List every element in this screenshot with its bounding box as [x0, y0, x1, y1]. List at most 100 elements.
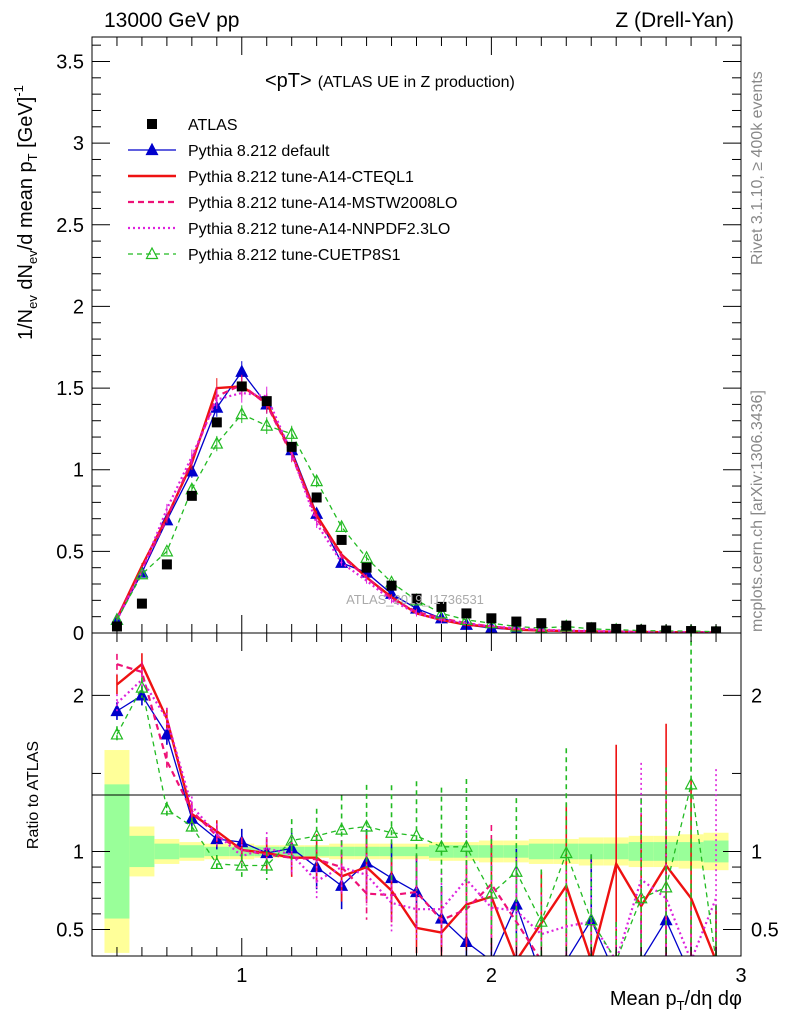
legend-label-default: Pythia 8.212 default	[188, 143, 330, 160]
main-point-cuetp8s1	[210, 436, 224, 449]
main-point-atlas	[411, 593, 422, 604]
main-point-cuetp8s1	[360, 550, 374, 563]
y-tick-label: 2.5	[56, 215, 84, 237]
ratio-band-inner	[578, 843, 604, 860]
rivet-version-label: Rivet 3.1.10, ≥ 400k events	[749, 71, 766, 265]
legend-item-cteql1: Pythia 8.212 tune-A14-CTEQL1	[128, 169, 414, 186]
main-point-atlas	[236, 381, 247, 392]
main-point-cuetp8s1	[335, 519, 349, 532]
ratio-point-cuetp8s1	[185, 819, 199, 832]
ratio-axis-ticks: 0.5 0.5 1 1 2 2 1 2 3	[56, 633, 779, 987]
main-point-atlas	[161, 559, 172, 570]
y-tick-label: 0.5	[56, 541, 84, 563]
main-point-cuetp8s1	[285, 426, 299, 439]
main-point-cuetp8s1	[260, 418, 274, 431]
ratio-uncertainty-bands	[104, 750, 729, 953]
legend: ATLAS Pythia 8.212 default Pythia 8.212 tu…	[128, 117, 457, 264]
ratio-band-inner	[129, 835, 155, 868]
main-point-atlas	[261, 396, 272, 407]
y-tick-label: 2	[73, 296, 84, 318]
ratio-point-cuetp8s1	[410, 828, 423, 841]
ratio-point-cuetp8s1	[360, 819, 374, 832]
legend-marker-cuetp8s1	[145, 246, 159, 260]
y-tick-label: 3	[73, 133, 84, 155]
header-right-title: Z (Drell-Yan)	[615, 9, 734, 32]
legend-item-mstw: Pythia 8.212 tune-A14-MSTW2008LO	[128, 195, 457, 212]
legend-item-data: ATLAS	[147, 117, 238, 134]
main-point-cuetp8s1	[160, 544, 174, 557]
ratio-point-cuetp8s1	[509, 864, 523, 877]
ratio-point-cuetp8s1	[634, 890, 648, 904]
ratio-point-default	[611, 970, 622, 981]
ratio-y-axis-label: Ratio to ATLAS	[25, 741, 42, 849]
legend-label-mstw: Pythia 8.212 tune-A14-MSTW2008LO	[188, 195, 457, 212]
ratio-band-inner	[204, 846, 230, 857]
legend-item-default: Pythia 8.212 default	[128, 142, 330, 160]
main-point-atlas	[461, 608, 472, 619]
ratio-band-inner	[179, 845, 205, 858]
ratio-band-inner	[154, 843, 180, 860]
y-tick-label: 0	[73, 623, 84, 645]
ratio-y-tick-label: 1	[73, 841, 84, 863]
legend-marker-default	[145, 142, 159, 156]
main-point-cuetp8s1	[434, 606, 448, 619]
main-point-cuetp8s1	[310, 473, 324, 487]
main-point-atlas	[511, 616, 522, 627]
ratio-point-cuetp8s1	[684, 777, 698, 790]
ratio-point-cuetp8s1	[310, 828, 324, 841]
ratio-series-layer	[110, 633, 718, 981]
ratio-point-default	[536, 970, 547, 981]
main-point-atlas	[336, 534, 347, 545]
plot-title: <pT> (ATLAS UE in Z production)	[265, 70, 515, 92]
legend-label-nnpdf: Pythia 8.212 tune-A14-NNPDF2.3LO	[188, 221, 450, 238]
ratio-point-cuetp8s1	[459, 839, 473, 852]
ratio-y-tick-label-right: 1	[751, 841, 762, 863]
main-point-atlas	[436, 601, 447, 612]
ratio-point-default	[686, 970, 697, 981]
ratio-point-cuetp8s1	[584, 912, 598, 926]
legend-item-cuetp8s1: Pythia 8.212 tune-CUETP8S1	[128, 246, 401, 264]
plot-title-main: <pT>	[265, 70, 312, 92]
x-tick-label: 3	[735, 965, 746, 987]
main-point-atlas	[386, 580, 397, 591]
mcplots-label: mcplots.cern.ch [arXiv:1306.3436]	[749, 390, 766, 632]
ratio-point-cuetp8s1	[210, 856, 224, 870]
legend-label-data: ATLAS	[188, 117, 238, 134]
ratio-line-cuetp8s1	[116, 685, 716, 956]
main-point-atlas	[536, 618, 547, 629]
ratio-point-cuetp8s1	[160, 802, 174, 815]
ratio-point-cuetp8s1	[534, 914, 548, 927]
ratio-band-inner	[404, 846, 429, 857]
legend-label-cuetp8s1: Pythia 8.212 tune-CUETP8S1	[188, 247, 401, 264]
y-tick-label: 3.5	[56, 51, 84, 73]
ratio-point-cuetp8s1	[235, 858, 249, 871]
ratio-point-cuetp8s1	[260, 858, 274, 871]
y-tick-label: 1	[73, 460, 84, 482]
ratio-point-cuetp8s1	[135, 680, 149, 693]
x-axis-label: Mean pT/dη dφ	[610, 988, 742, 1013]
ratio-point-cuetp8s1	[484, 886, 498, 899]
main-axis-ticks: 0 0.5 1 1.5 2 2.5 3 3.5	[56, 37, 741, 645]
legend-marker-atlas	[147, 119, 157, 129]
main-point-default	[235, 364, 249, 377]
ratio-band-inner	[528, 843, 554, 860]
ratio-point-default	[135, 688, 149, 701]
ratio-point-cuetp8s1	[434, 839, 448, 852]
main-y-axis-label: 1/Nev dNev/d mean pT [GeV]-1	[11, 85, 40, 340]
legend-item-nnpdf: Pythia 8.212 tune-A14-NNPDF2.3LO	[128, 221, 450, 238]
x-tick-label: 1	[236, 965, 247, 987]
main-point-atlas	[136, 598, 147, 609]
ratio-y-tick-label: 2	[73, 685, 84, 707]
ratio-point-cuetp8s1	[285, 833, 299, 846]
analysis-watermark: ATLAS_2019_I1736531	[346, 592, 484, 607]
y-tick-label: 1.5	[56, 378, 84, 400]
ratio-point-cuetp8s1	[110, 727, 124, 740]
main-point-atlas	[286, 441, 297, 452]
main-point-atlas	[186, 490, 197, 501]
main-point-cuetp8s1	[235, 406, 249, 420]
ratio-point-cuetp8s1	[659, 880, 673, 893]
header-left-title: 13000 GeV pp	[104, 9, 239, 32]
main-point-atlas	[311, 492, 322, 503]
main-point-atlas	[361, 562, 372, 573]
